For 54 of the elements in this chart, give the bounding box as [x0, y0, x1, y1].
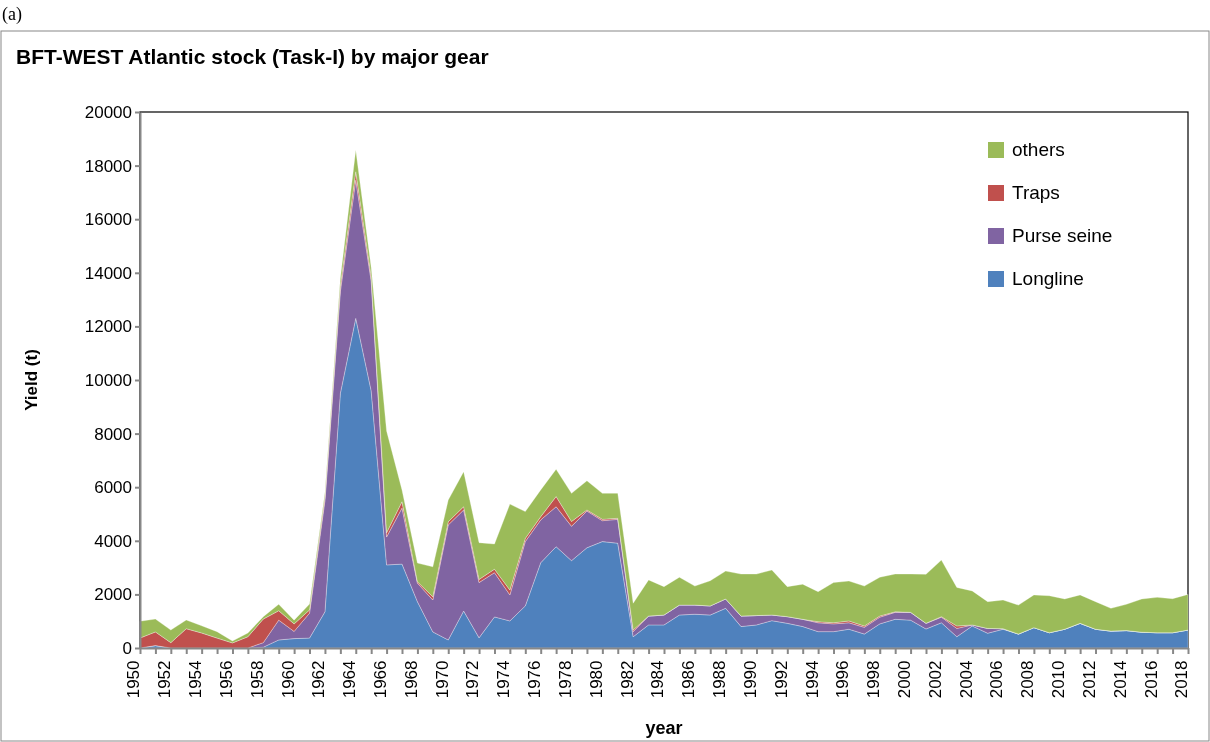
x-axis-title: year: [645, 718, 683, 738]
x-tick-label: 2002: [925, 660, 945, 699]
legend-label: Longline: [1012, 268, 1084, 289]
y-tick-label: 18000: [84, 156, 132, 176]
x-tick-label: 1994: [802, 660, 822, 699]
y-tick-label: 10000: [84, 370, 132, 390]
legend-label: Traps: [1012, 182, 1060, 203]
y-tick-label: 4000: [94, 531, 132, 551]
legend-label: others: [1012, 139, 1065, 160]
y-tick-label: 16000: [84, 210, 132, 230]
x-tick-label: 1968: [401, 660, 421, 699]
x-tick-label: 2004: [956, 660, 976, 699]
x-tick-label: 2014: [1110, 660, 1130, 699]
text: (a): [2, 4, 22, 25]
x-tick-label: 1956: [216, 660, 236, 699]
x-tick-label: 1990: [740, 660, 760, 699]
x-tick-label: 2008: [1018, 660, 1038, 699]
y-tick-label: 14000: [84, 263, 132, 283]
x-tick-label: 1996: [833, 660, 853, 699]
x-tick-label: 1970: [432, 660, 452, 699]
x-tick-label: 1954: [186, 660, 206, 699]
x-tick-label: 1950: [124, 660, 144, 699]
x-tick-label: 1998: [864, 660, 884, 699]
x-tick-label: 1974: [494, 660, 514, 699]
x-tick-label: 1980: [586, 660, 606, 699]
y-tick-label: 2000: [94, 585, 132, 605]
x-tick-label: 1962: [309, 660, 329, 699]
x-tick-label: 1964: [340, 660, 360, 699]
x-tick-label: 2012: [1079, 660, 1099, 699]
y-tick-label: 8000: [94, 424, 132, 444]
x-tick-label: 2018: [1172, 660, 1192, 699]
x-tick-label: 1966: [370, 660, 390, 699]
x-tick-label: 2010: [1049, 660, 1069, 699]
x-tick-label: 1984: [648, 660, 668, 699]
x-tick-label: 1986: [679, 660, 699, 699]
legend-label: Purse seine: [1012, 225, 1113, 246]
y-tick-label: 20000: [84, 102, 132, 122]
x-tick-label: 1976: [525, 660, 545, 699]
x-tick-label: 1952: [155, 660, 175, 699]
y-tick-label: 6000: [94, 478, 132, 498]
x-tick-label: 1992: [771, 660, 791, 699]
x-tick-label: 2006: [987, 660, 1007, 699]
y-tick-label: 0: [122, 638, 132, 658]
y-tick-label: 12000: [84, 317, 132, 337]
x-tick-label: 1988: [710, 660, 730, 699]
x-tick-label: 1978: [555, 660, 575, 699]
x-tick-label: 2000: [894, 660, 914, 699]
x-tick-label: 1960: [278, 660, 298, 699]
y-axis-title: Yield (t): [22, 349, 41, 411]
x-tick-label: 1958: [247, 660, 267, 699]
chart-title: BFT-WEST Atlantic stock (Task-I) by major gear: [16, 45, 489, 68]
x-tick-label: 1972: [463, 660, 483, 699]
x-tick-label: 2016: [1141, 660, 1161, 699]
x-tick-label: 1982: [617, 660, 637, 699]
